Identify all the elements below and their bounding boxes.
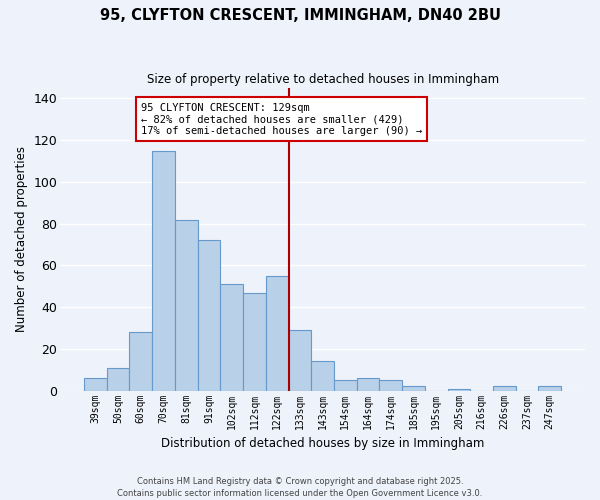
X-axis label: Distribution of detached houses by size in Immingham: Distribution of detached houses by size … — [161, 437, 484, 450]
Bar — [493, 386, 516, 390]
Text: 95, CLYFTON CRESCENT, IMMINGHAM, DN40 2BU: 95, CLYFTON CRESCENT, IMMINGHAM, DN40 2B… — [100, 8, 500, 22]
Bar — [356, 378, 379, 390]
Bar — [311, 362, 334, 390]
Bar — [84, 378, 107, 390]
Bar — [538, 386, 561, 390]
Bar — [402, 386, 425, 390]
Bar — [379, 380, 402, 390]
Y-axis label: Number of detached properties: Number of detached properties — [15, 146, 28, 332]
Bar — [220, 284, 243, 391]
Bar — [107, 368, 130, 390]
Bar — [197, 240, 220, 390]
Bar — [266, 276, 289, 390]
Bar — [152, 150, 175, 390]
Text: 95 CLYFTON CRESCENT: 129sqm
← 82% of detached houses are smaller (429)
17% of se: 95 CLYFTON CRESCENT: 129sqm ← 82% of det… — [141, 102, 422, 136]
Bar — [175, 220, 197, 390]
Bar — [130, 332, 152, 390]
Bar — [243, 292, 266, 390]
Bar — [448, 388, 470, 390]
Text: Contains HM Land Registry data © Crown copyright and database right 2025.
Contai: Contains HM Land Registry data © Crown c… — [118, 476, 482, 498]
Bar — [289, 330, 311, 390]
Bar — [334, 380, 356, 390]
Title: Size of property relative to detached houses in Immingham: Size of property relative to detached ho… — [146, 72, 499, 86]
